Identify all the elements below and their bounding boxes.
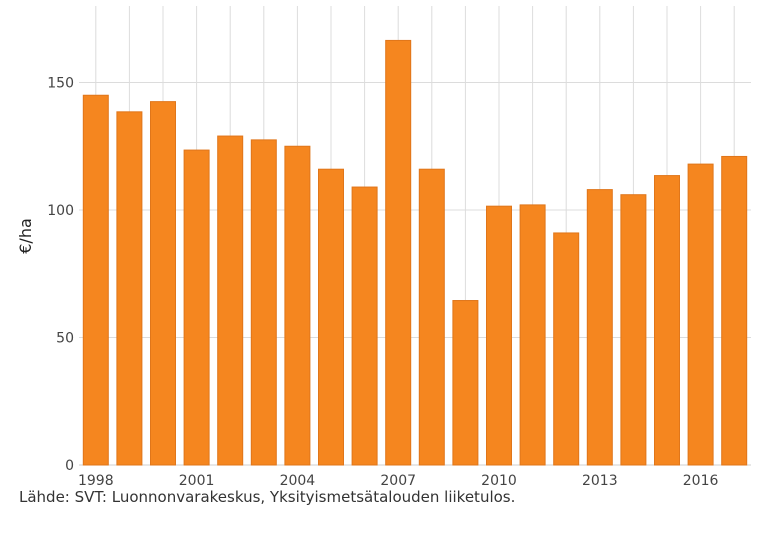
bar-1998: [82, 94, 109, 466]
bar-2011: [519, 204, 546, 466]
bars-group: [82, 39, 748, 466]
bar-2008: [418, 168, 445, 466]
y-tick-label: 0: [65, 458, 74, 474]
bar-2009: [452, 300, 479, 466]
bar-2014: [620, 194, 647, 466]
bar-2002: [217, 135, 244, 466]
x-tick-label: 2013: [582, 473, 618, 486]
x-tick-label: 1998: [78, 473, 114, 486]
bar-2000: [150, 101, 176, 466]
source-note: Lähde: SVT: Luonnonvarakeskus, Yksityism…: [19, 488, 516, 506]
x-tick-label: 2004: [280, 473, 316, 486]
x-axis-ticks: 1998 2001 2004 2007 2010 2013 2016: [78, 473, 719, 486]
bar-2012: [553, 232, 580, 466]
bar-1999: [116, 111, 143, 466]
bar-2004: [284, 145, 311, 466]
x-tick-label: 2001: [179, 473, 215, 486]
y-axis-ticks: 0 50 100 150: [47, 76, 74, 475]
y-tick-label: 100: [47, 203, 74, 219]
grid-lines: [79, 6, 751, 466]
bar-2001: [183, 149, 210, 466]
bar-2015: [654, 175, 680, 466]
bar-2017: [721, 155, 748, 466]
bar-2005: [318, 168, 344, 466]
bar-2013: [586, 189, 613, 466]
y-axis-label: €/ha: [16, 218, 35, 254]
bar-2016: [687, 163, 714, 466]
bar-2007: [385, 39, 412, 466]
bar-2003: [250, 139, 277, 466]
bar-chart: 0 50 100 150 1998 2001 2004 2007 2010 2013 2016 €…: [16, 6, 751, 486]
x-tick-label: 2010: [481, 473, 517, 486]
y-tick-label: 150: [47, 76, 74, 92]
bar-2006: [351, 186, 378, 466]
x-tick-label: 2007: [380, 473, 416, 486]
bar-2010: [486, 205, 512, 466]
y-tick-label: 50: [56, 331, 74, 347]
x-tick-label: 2016: [683, 473, 719, 486]
